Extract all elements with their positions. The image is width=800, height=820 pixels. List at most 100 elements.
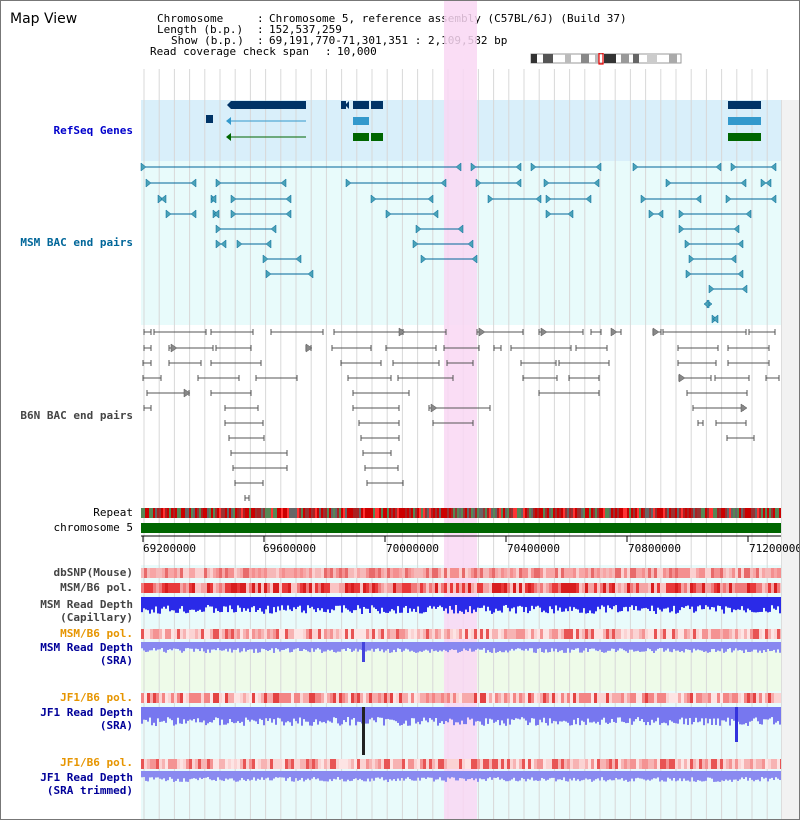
- msm-capillary-depth-bar: [599, 597, 601, 610]
- track-label-msm-depth-sra[interactable]: MSM Read Depth: [40, 641, 133, 654]
- track-label-b6n-bac[interactable]: B6N BAC end pairs: [20, 409, 133, 422]
- track-label-jf1-depth-trimmed-sub: (SRA trimmed): [46, 784, 133, 797]
- jf1-b6-polymorphism: [732, 693, 735, 703]
- track-label-msm-depth-capillary[interactable]: MSM Read Depth: [40, 598, 133, 611]
- track-label-msm-b6-pol-1[interactable]: MSM/B6 pol.: [60, 581, 133, 594]
- jf1-trimmed-depth-bar: [485, 771, 487, 781]
- msm-capillary-depth-bar: [777, 597, 779, 607]
- jf1-b6-polymorphism: [222, 693, 225, 703]
- jf1-b6-polymorphism: [162, 693, 165, 703]
- msm-b6-polymorphism: [585, 583, 588, 593]
- repeat-block: [747, 508, 749, 518]
- dbsnp-density: [534, 568, 537, 578]
- msm-sra-depth-bar: [197, 642, 199, 650]
- dbsnp-density: [402, 568, 405, 578]
- repeat-block: [515, 508, 517, 518]
- jf1-sra-depth-bar: [505, 707, 507, 726]
- msm-b6-polymorphism: [405, 583, 408, 593]
- dbsnp-density: [318, 568, 321, 578]
- jf1-sra-depth-bar: [397, 707, 399, 723]
- repeat-block: [171, 508, 173, 518]
- track-label-msm-b6-pol-2[interactable]: MSM/B6 pol.: [60, 627, 133, 640]
- dbsnp-density: [156, 568, 159, 578]
- jf1-b6-polymorphism: [144, 693, 147, 703]
- msm-sra-depth-bar: [673, 642, 675, 650]
- msm-b6-polymorphism: [255, 629, 258, 639]
- msm-capillary-depth-bar: [627, 597, 629, 612]
- jf1-trimmed-depth-bar: [285, 771, 287, 781]
- msm-bac-end: [455, 162, 462, 172]
- dbsnp-density: [312, 568, 315, 578]
- msm-sra-depth-bar: [559, 642, 561, 651]
- msm-capillary-depth-bar: [305, 597, 307, 614]
- msm-b6-polymorphism: [360, 629, 363, 639]
- jf1-sra-depth-bar: [485, 707, 487, 719]
- jf1-sra-depth-bar: [695, 707, 697, 718]
- msm-capillary-depth-bar: [179, 597, 181, 609]
- repeat-block: [421, 508, 423, 518]
- jf1-trimmed-depth-bar: [153, 771, 155, 780]
- msm-capillary-depth-bar: [395, 597, 397, 614]
- msm-sra-depth-bar: [773, 642, 775, 650]
- msm-bac-end: [678, 209, 685, 219]
- repeat-block: [369, 508, 371, 518]
- jf1-sra-depth-bar: [377, 707, 379, 718]
- jf1-trimmed-depth-bar: [611, 771, 613, 781]
- msm-sra-depth-bar: [639, 642, 641, 652]
- jf1-trimmed-depth-bar: [283, 771, 285, 778]
- msm-capillary-depth-bar: [169, 597, 171, 612]
- repeat-block: [469, 508, 471, 518]
- repeat-block: [257, 508, 259, 518]
- msm-sra-depth-bar: [743, 642, 745, 653]
- repeat-block: [149, 508, 151, 518]
- msm-b6-polymorphism: [516, 629, 519, 639]
- track-label-jf1-b6-pol-2[interactable]: JF1/B6 pol.: [60, 756, 133, 769]
- track-label-refseq-genes[interactable]: RefSeq Genes: [53, 124, 133, 137]
- track-label-dbsnp[interactable]: dbSNP(Mouse): [53, 566, 133, 579]
- msm-capillary-depth-bar: [163, 597, 165, 607]
- msm-b6-polymorphism: [378, 629, 381, 639]
- track-label-chromosome[interactable]: chromosome 5: [53, 521, 133, 534]
- msm-b6-polymorphism: [744, 583, 747, 593]
- jf1-sra-depth-bar: [433, 707, 435, 722]
- dbsnp-density: [717, 568, 720, 578]
- msm-capillary-depth-bar: [421, 597, 423, 614]
- jf1-trimmed-depth-bar: [739, 771, 741, 780]
- jf1-b6-polymorphism: [360, 759, 363, 769]
- repeat-block: [567, 508, 569, 518]
- dbsnp-density: [282, 568, 285, 578]
- jf1-b6-polymorphism: [606, 693, 609, 703]
- msm-b6-polymorphism: [396, 629, 399, 639]
- track-label-repeat[interactable]: Repeat: [93, 506, 133, 519]
- repeat-block: [551, 508, 553, 518]
- msm-capillary-depth-bar: [615, 597, 617, 606]
- jf1-b6-polymorphism: [351, 759, 354, 769]
- msm-sra-depth-bar: [203, 642, 205, 652]
- track-label-jf1-depth-trimmed[interactable]: JF1 Read Depth: [40, 771, 133, 784]
- jf1-b6-polymorphism: [429, 693, 432, 703]
- msm-b6-polymorphism: [750, 629, 753, 639]
- jf1-b6-polymorphism: [417, 693, 420, 703]
- msm-sra-depth-bar: [433, 642, 435, 652]
- msm-b6-polymorphism: [558, 583, 561, 593]
- jf1-b6-polymorphism: [219, 693, 222, 703]
- jf1-b6-polymorphism: [273, 759, 276, 769]
- msm-capillary-depth-bar: [219, 597, 221, 613]
- dbsnp-density: [660, 568, 663, 578]
- track-label-msm-bac[interactable]: MSM BAC end pairs: [20, 236, 133, 249]
- jf1-sra-depth-bar: [425, 707, 427, 721]
- repeat-block: [587, 508, 589, 518]
- msm-b6-polymorphism: [411, 583, 414, 593]
- jf1-sra-depth-bar: [359, 707, 361, 722]
- jf1-sra-depth-bar: [651, 707, 653, 720]
- track-label-jf1-depth-sra[interactable]: JF1 Read Depth: [40, 706, 133, 719]
- chromosome-ideogram[interactable]: [529, 53, 685, 65]
- jf1-b6-polymorphism: [741, 693, 744, 703]
- jf1-b6-polymorphism: [624, 759, 627, 769]
- msm-b6-polymorphism: [438, 583, 441, 593]
- msm-capillary-depth-bar: [391, 597, 393, 610]
- jf1-b6-polymorphism: [303, 759, 306, 769]
- msm-b6-polymorphism: [471, 629, 474, 639]
- track-label-jf1-b6-pol-1[interactable]: JF1/B6 pol.: [60, 691, 133, 704]
- vertical-scrollbar[interactable]: [781, 100, 799, 819]
